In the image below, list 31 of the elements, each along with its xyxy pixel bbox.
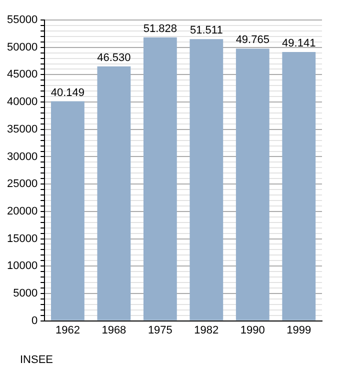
bar [97, 66, 131, 320]
y-tick-label: 0 [31, 314, 38, 327]
y-tick-label: 50000 [6, 41, 38, 54]
x-tick-label: 1975 [148, 324, 172, 336]
x-tick-label: 1982 [194, 324, 219, 336]
bar [190, 39, 224, 320]
y-tick-label: 35000 [6, 123, 38, 136]
data-label: 49.141 [282, 38, 316, 50]
bar [51, 101, 84, 320]
y-tick-label: 25000 [6, 178, 38, 190]
data-label: 51.828 [143, 22, 178, 35]
y-tick-label: 30000 [6, 150, 38, 163]
x-tick-label: 1968 [102, 324, 126, 336]
y-tick-label: 15000 [6, 232, 38, 245]
data-label: 51.511 [190, 24, 223, 37]
y-tick-label: 5000 [13, 287, 38, 300]
bar [143, 37, 177, 320]
data-label: 49.765 [236, 34, 270, 46]
data-label: 40.149 [50, 86, 85, 99]
x-tick-label: 1962 [55, 324, 80, 336]
y-tick-label: 45000 [6, 68, 38, 81]
y-tick-label: 55000 [6, 14, 38, 26]
data-label: 46.530 [97, 52, 131, 64]
x-tick-label: 1999 [286, 324, 312, 336]
y-tick-label: 40000 [6, 96, 38, 108]
bar [282, 52, 316, 320]
text: INSEE [20, 354, 54, 366]
x-tick-label: 1990 [240, 324, 265, 336]
y-tick-label: 20000 [6, 205, 38, 218]
y-tick-label: 10000 [6, 260, 38, 272]
bar [236, 48, 270, 320]
